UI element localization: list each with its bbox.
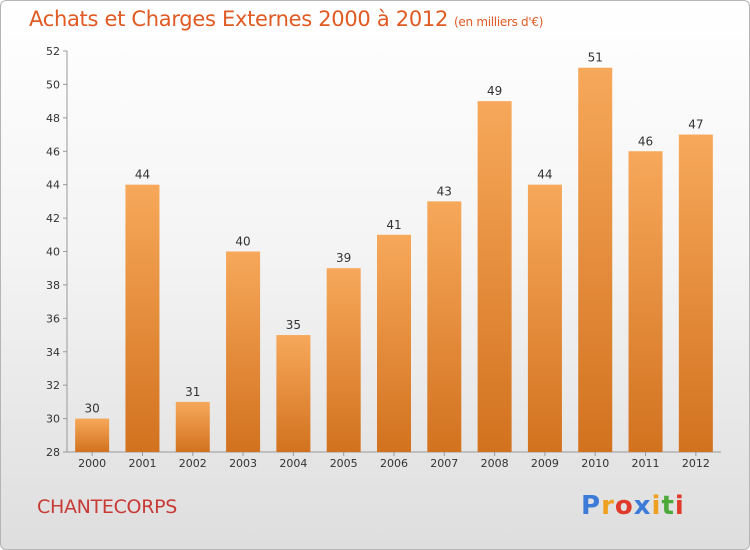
y-tick-label: 28 [46,446,60,459]
y-tick-label: 34 [46,346,60,359]
logo-letter: r [601,491,615,521]
x-tick-label-2006: 2006 [380,457,408,470]
y-tick-label: 48 [46,112,60,125]
y-tick-label: 42 [46,212,60,225]
chart-bars [75,67,713,452]
chart-axes: 28 30 32 34 36 38 40 42 44 46 48 50 52 [46,45,721,459]
x-tick-label-2004: 2004 [279,457,307,470]
logo-letter: x [633,491,652,521]
logo-letter: i [651,491,662,521]
data-label-2011: 46 [638,134,653,148]
x-tick-label-2002: 2002 [179,457,207,470]
proxiti-logo[interactable]: Proxiti [581,491,685,521]
y-tick-label: 44 [46,179,60,192]
logo-letter: o [614,491,634,521]
chart-title-text: Achats et Charges Externes 2000 à 2012 [29,7,449,31]
x-tick-label-2003: 2003 [229,457,257,470]
data-label-2006: 41 [386,218,401,232]
bar-2000 [75,418,110,452]
x-tick-label-2007: 2007 [430,457,458,470]
y-tick-label: 40 [46,246,60,259]
bar-2011 [628,151,663,452]
y-tick-label: 32 [46,379,60,392]
logo-letter: t [661,491,675,521]
data-label-2000: 30 [85,402,100,416]
chart-title: Achats et Charges Externes 2000 à 2012 (e… [29,7,543,31]
data-label-2012: 47 [688,118,703,132]
logo-letter: P [581,491,602,521]
x-tick-label-2011: 2011 [632,457,660,470]
chart-subtitle: (en milliers d'€) [454,15,544,29]
x-tick-label-2001: 2001 [128,457,156,470]
commune-name: CHANTECORPS [37,496,178,518]
y-tick-label: 52 [46,45,60,58]
data-label-2005: 39 [336,251,351,265]
data-label-2009: 44 [537,168,552,182]
y-tick-label: 36 [46,312,60,325]
data-label-2002: 31 [185,385,200,399]
bar-2008 [477,101,512,452]
data-label-2008: 49 [487,84,502,98]
x-tick-label-2010: 2010 [581,457,609,470]
data-label-2004: 35 [286,318,301,332]
x-tick-label-2000: 2000 [78,457,106,470]
bar-2004 [276,335,311,452]
x-tick-label-2008: 2008 [481,457,509,470]
bar-2001 [125,184,160,452]
x-tick-label-2009: 2009 [531,457,559,470]
y-tick-label: 30 [46,413,60,426]
y-tick-label: 46 [46,145,60,158]
data-label-2001: 44 [135,168,150,182]
bar-2006 [377,234,411,452]
data-label-2007: 43 [437,184,452,198]
data-label-2003: 40 [235,235,250,249]
bar-2009 [527,184,562,452]
chart-labels: 30 2000 44 2001 31 2002 40 2003 35 2004 39 2005 41 20… [78,51,710,470]
bar-2007 [427,201,462,452]
bar-2003 [226,251,261,452]
data-label-2010: 51 [588,51,603,65]
bar-2002 [175,401,210,452]
bar-2012 [678,134,713,452]
logo-letter: i [674,491,685,521]
bar-2010 [578,67,613,452]
y-tick-label: 50 [46,78,60,91]
bar-2005 [326,268,361,452]
x-tick-label-2005: 2005 [330,457,358,470]
x-tick-label-2012: 2012 [682,457,710,470]
y-tick-label: 38 [46,279,60,292]
